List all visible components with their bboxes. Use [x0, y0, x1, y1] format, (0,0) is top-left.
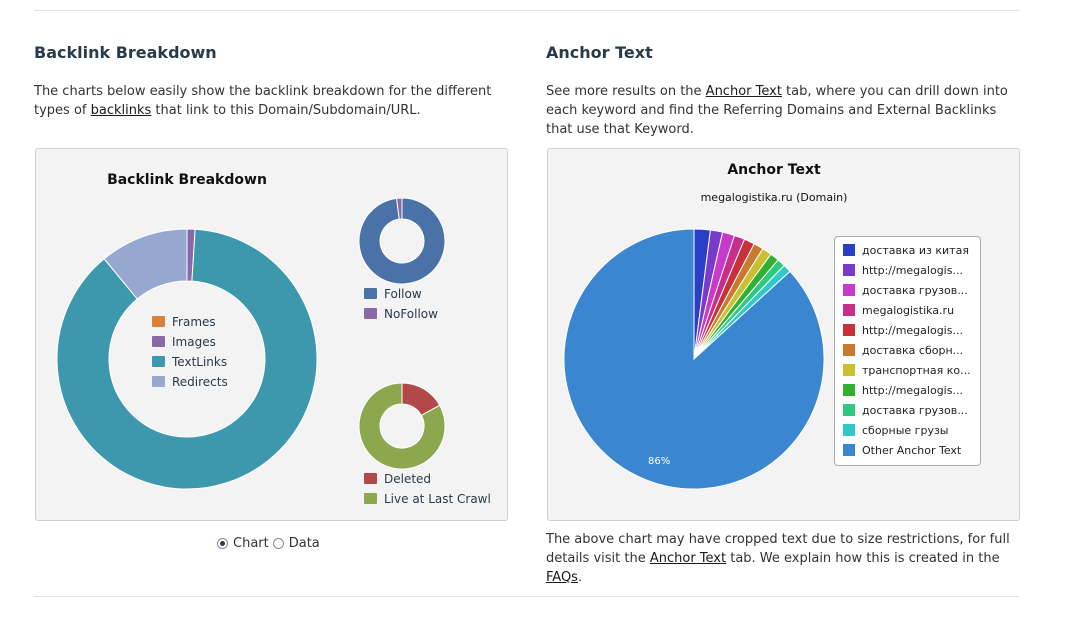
anchor-desc-text: See more results on the [546, 84, 706, 99]
follow-legend-label: Follow [384, 287, 422, 301]
anchor-legend-swatch [843, 244, 855, 256]
anchor-legend-swatch [843, 384, 855, 396]
anchor-legend-item[interactable]: доставка из китая [843, 243, 969, 257]
anchor-pie-slice-11[interactable] [563, 228, 825, 490]
anchor-legend-label: доставка из китая [862, 243, 969, 257]
backlink-desc-text: The charts below easily show the backlin… [34, 84, 492, 118]
anchor-legend-swatch [843, 364, 855, 376]
anchor-legend-label: http://megalogis... [862, 263, 963, 277]
anchor-chart: Anchor Text megalogistika.ru (Domain) 86% [563, 162, 848, 490]
anchor-note-text-end: . [577, 570, 583, 585]
anchor-legend-item[interactable]: доставка сборн... [843, 343, 963, 357]
backlinks-link[interactable]: backlinks [90, 103, 152, 118]
anchor-desc-text-end: tab, where you can drill down into each … [546, 84, 1008, 137]
type-legend-swatch [152, 316, 165, 327]
type-donut-slice-3[interactable] [56, 228, 318, 490]
backlink-description: The charts below easily show the backlin… [34, 82, 509, 120]
follow-legend-nofollow[interactable]: NoFollow [364, 307, 438, 321]
anchor-legend-item[interactable]: доставка грузов... [843, 403, 968, 417]
anchor-legend-item[interactable]: сборные грузы [843, 423, 949, 437]
bottom-divider [34, 596, 1019, 597]
anchor-legend-swatch [843, 444, 855, 456]
type-legend-frames[interactable]: Frames [152, 315, 216, 329]
type-legend-redirects[interactable]: Redirects [152, 375, 228, 389]
type-legend-textlinks[interactable]: TextLinks [152, 355, 227, 369]
anchor-heading: Anchor Text [546, 43, 653, 62]
type-legend-images[interactable]: Images [152, 335, 216, 349]
crawl-legend-label: Live at Last Crawl [384, 492, 491, 506]
type-donut-slice-4[interactable] [103, 228, 188, 300]
anchor-legend-item[interactable]: http://megalogis... [843, 323, 963, 337]
anchor-chart-title: Anchor Text [727, 162, 821, 178]
anchor-legend-label: http://megalogis... [862, 323, 963, 337]
crawl-legend-swatch [364, 473, 377, 484]
anchor-note-text: The above chart may have cropped text du… [546, 532, 1010, 566]
anchor-description: See more results on the Anchor Text tab,… [546, 82, 1016, 139]
anchor-legend-swatch [843, 404, 855, 416]
type-legend-label: Images [172, 335, 216, 349]
anchor-legend-label: http://megalogis... [862, 383, 963, 397]
backlink-desc-text-end: that link to this Domain/Subdomain/URL. [151, 103, 421, 118]
follow-legend-swatch [364, 308, 377, 319]
follow-legend-swatch [364, 288, 377, 299]
anchor-legend-label: транспортная ко... [862, 363, 971, 377]
backlink-charts: Backlink Breakdown Frames Images TextLinks R… [56, 172, 491, 506]
follow-legend-label: NoFollow [384, 307, 438, 321]
anchor-pie-data-label: 86% [648, 456, 670, 467]
anchor-legend-swatch [843, 324, 855, 336]
backlink-heading: Backlink Breakdown [34, 43, 217, 62]
type-legend-swatch [152, 376, 165, 387]
backlink-chart-panel: Backlink Breakdown Frames Images TextLinks R… [35, 148, 508, 521]
anchor-legend-item[interactable]: доставка грузов... [843, 283, 968, 297]
data-radio-label[interactable]: Data [288, 536, 320, 551]
anchor-legend-label: доставка грузов... [862, 403, 968, 417]
anchor-note-text-mid: tab. We explain how this is created in t… [726, 551, 1000, 566]
type-legend-label: Frames [172, 315, 216, 329]
follow-donut-slice-2[interactable] [396, 197, 403, 220]
anchor-legend-item[interactable]: megalogistika.ru [843, 303, 954, 317]
type-legend-swatch [152, 336, 165, 347]
crawl-legend-label: Deleted [384, 472, 431, 486]
anchor-legend-item[interactable]: Other Anchor Text [843, 443, 961, 457]
anchor-legend-label: доставка грузов... [862, 283, 968, 297]
chart-radio[interactable] [217, 538, 228, 549]
view-toggle: Chart Data [217, 536, 324, 551]
anchor-legend-item[interactable]: http://megalogis... [843, 263, 963, 277]
anchor-text-tab-link[interactable]: Anchor Text [705, 84, 782, 99]
backlink-chart-title: Backlink Breakdown [107, 172, 267, 188]
crawl-legend-deleted[interactable]: Deleted [364, 472, 431, 486]
top-divider [34, 10, 1019, 11]
anchor-legend-swatch [843, 304, 855, 316]
faqs-link[interactable]: FAQs [546, 570, 578, 585]
anchor-legend-swatch [843, 264, 855, 276]
anchor-legend-swatch [843, 424, 855, 436]
anchor-legend-item[interactable]: транспортная ко... [843, 363, 971, 377]
anchor-legend-label: доставка сборн... [862, 343, 964, 357]
type-legend-swatch [152, 356, 165, 367]
crawl-donut-slice-2[interactable] [358, 382, 446, 470]
anchor-text-tab-link-2[interactable]: Anchor Text [649, 551, 727, 566]
anchor-legend-swatch [843, 284, 855, 296]
follow-donut-slice-1[interactable] [358, 197, 446, 285]
crawl-legend-swatch [364, 493, 377, 504]
crawl-legend-live-at-last-crawl[interactable]: Live at Last Crawl [364, 492, 491, 506]
anchor-legend: доставка из китая http://megalogis... дост… [834, 236, 981, 466]
anchor-legend-label: Other Anchor Text [862, 443, 962, 457]
anchor-legend-label: megalogistika.ru [862, 303, 955, 317]
data-radio[interactable] [272, 538, 284, 549]
anchor-legend-label: сборные грузы [862, 423, 949, 437]
follow-legend-follow[interactable]: Follow [364, 287, 422, 301]
anchor-note: The above chart may have cropped text du… [546, 530, 1021, 587]
type-legend-label: TextLinks [171, 355, 227, 369]
type-legend-label: Redirects [172, 375, 228, 389]
anchor-legend-item[interactable]: http://megalogis... [843, 383, 963, 397]
chart-radio-label[interactable]: Chart [233, 536, 269, 551]
anchor-chart-subtitle: megalogistika.ru (Domain) [701, 191, 848, 204]
anchor-legend-swatch [843, 344, 855, 356]
